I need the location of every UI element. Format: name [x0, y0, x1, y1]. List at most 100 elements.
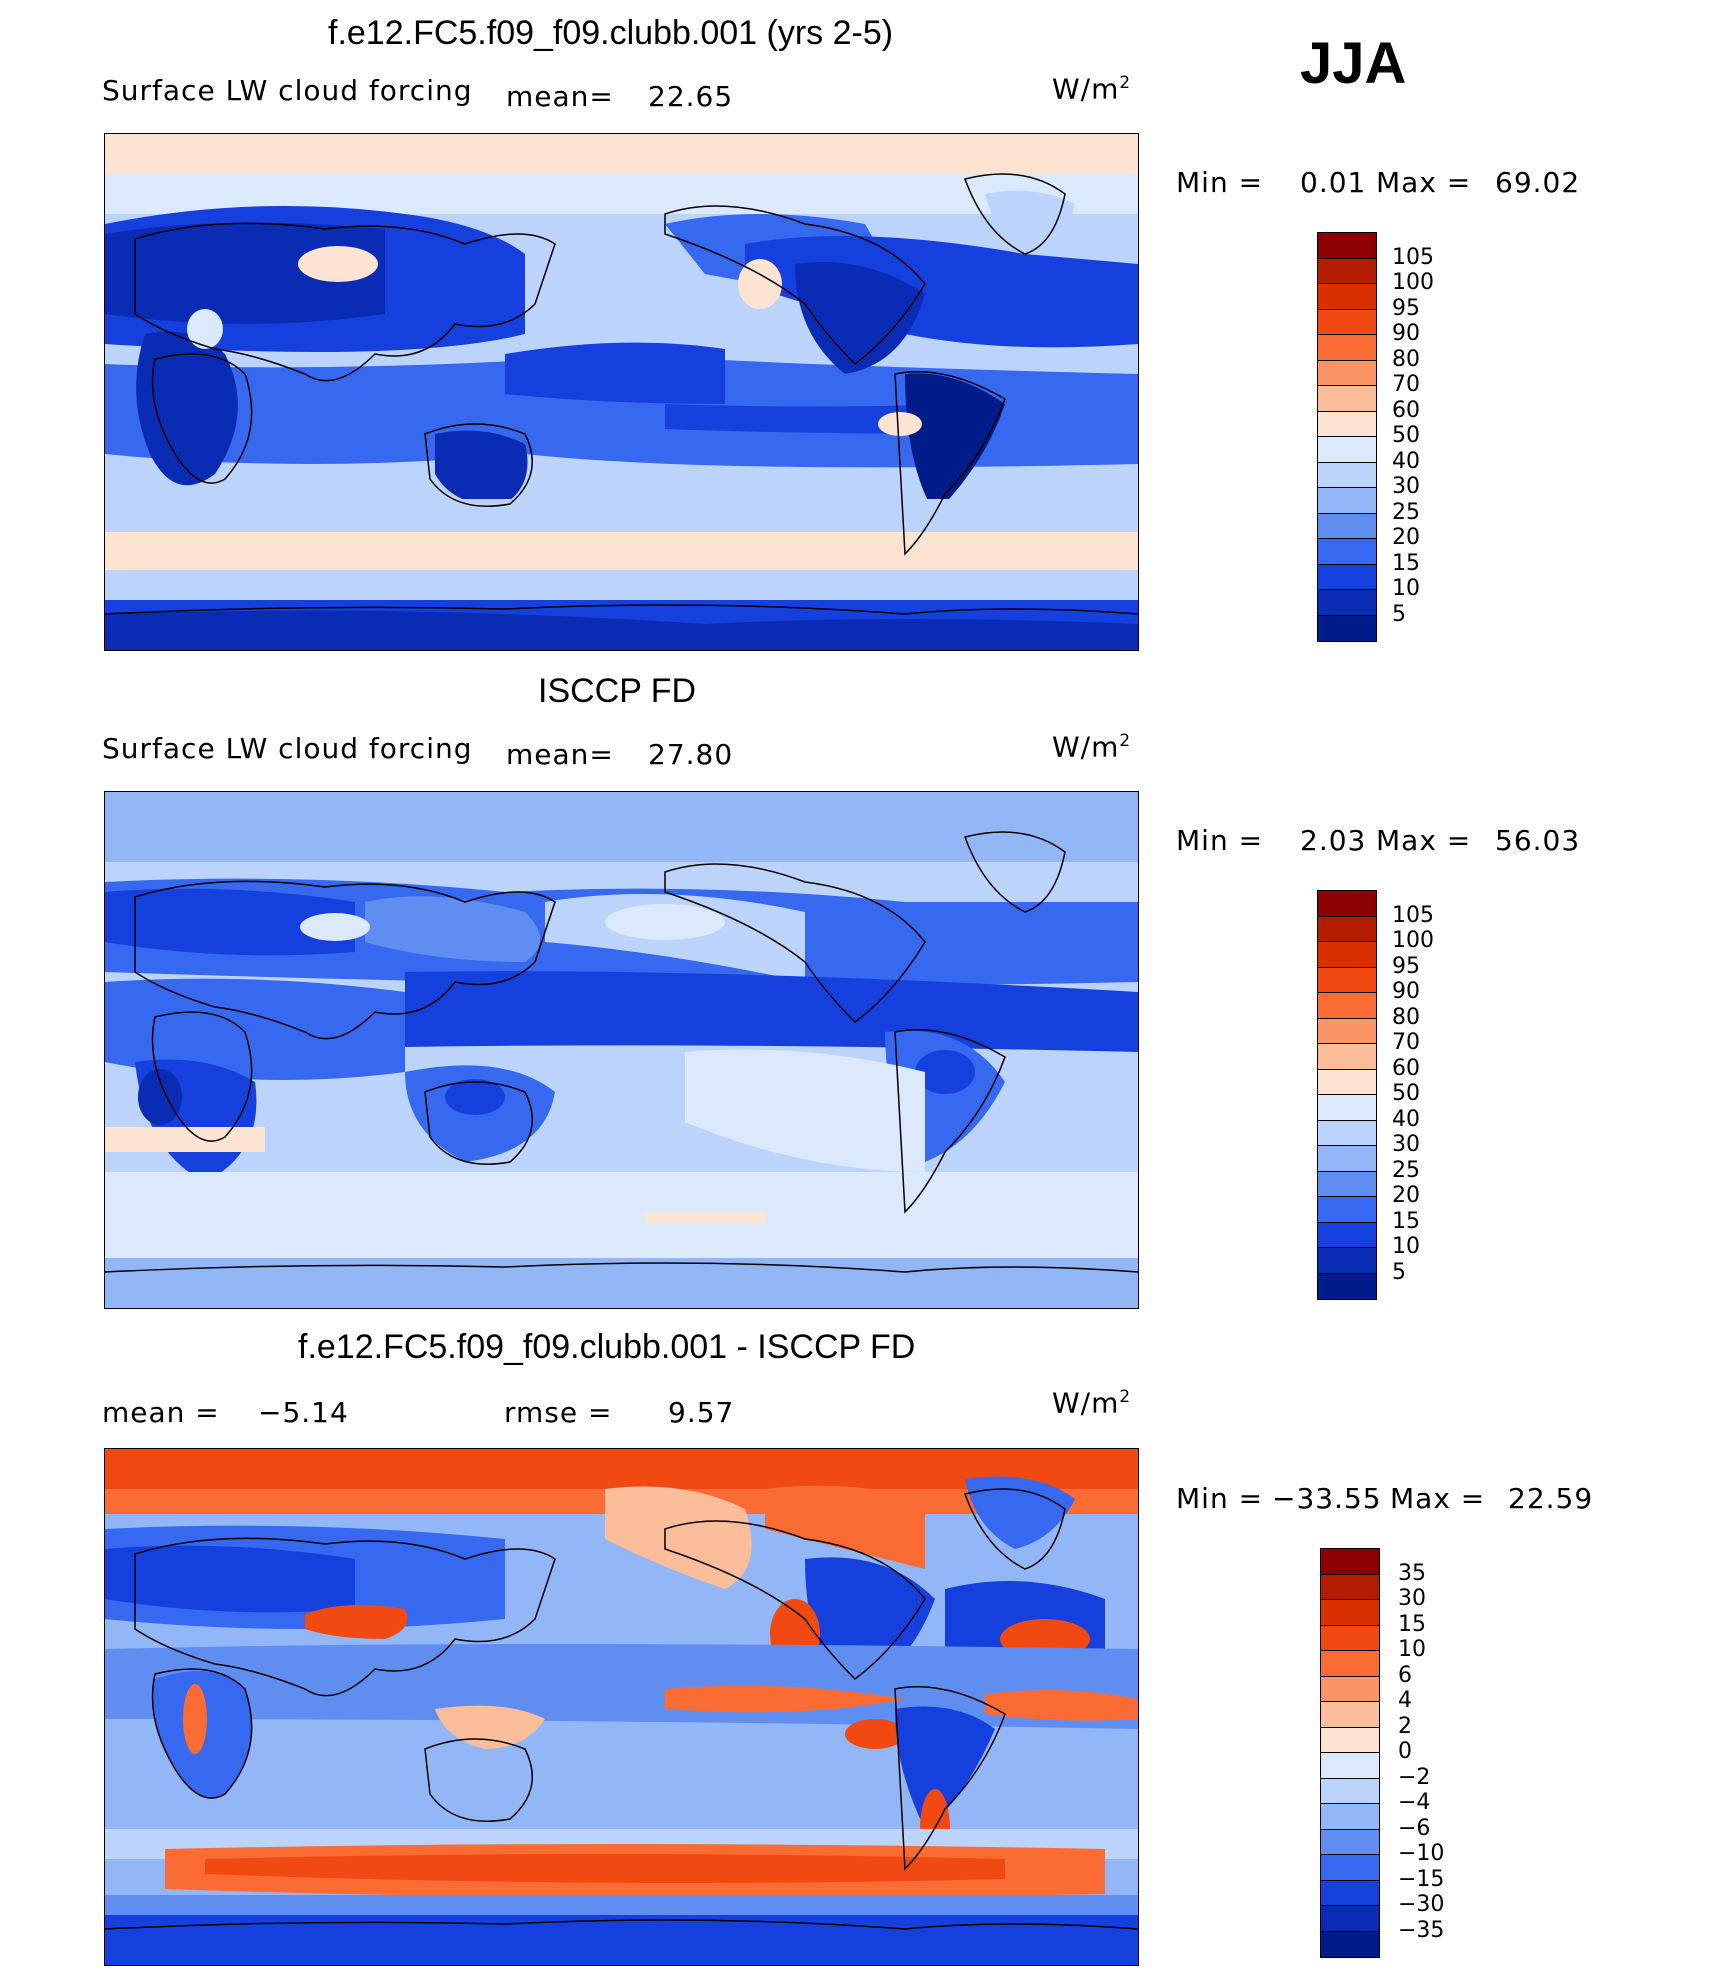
- colorbar-swatch: [1321, 1829, 1379, 1855]
- panel3-min-value: −33.55: [1272, 1482, 1382, 1515]
- colorbar-swatch: [1318, 1222, 1376, 1248]
- panel3-max-value: 22.59: [1508, 1482, 1594, 1515]
- colorbar-swatch: [1318, 360, 1376, 386]
- colorbar-swatch: [1318, 513, 1376, 539]
- colorbar-swatch: [1318, 1197, 1376, 1223]
- panel1-mean-value: 22.65: [648, 80, 734, 113]
- panel3-title: f.e12.FC5.f09_f09.clubb.001 - ISCCP FD: [298, 1328, 916, 1366]
- colorbar-swatch: [1318, 942, 1376, 968]
- colorbar-tick-label: 105: [1392, 902, 1434, 928]
- panel3-units: W/m2: [1052, 1386, 1132, 1420]
- colorbar-swatch: [1321, 1753, 1379, 1779]
- colorbar-tick-label: 50: [1392, 1081, 1420, 1106]
- panel1-map: [104, 133, 1139, 651]
- colorbar-swatch: [1318, 488, 1376, 514]
- colorbar-swatch: [1318, 462, 1376, 488]
- colorbar-swatch: [1321, 1727, 1379, 1753]
- panel2-mean-label: mean=: [506, 738, 614, 771]
- colorbar-tick-label: 30: [1392, 474, 1420, 499]
- colorbar-tick-label: −10: [1398, 1841, 1445, 1866]
- colorbar-tick-label: 15: [1392, 1208, 1420, 1234]
- colorbar-swatch: [1318, 1044, 1376, 1070]
- colorbar-tick-label: 25: [1392, 499, 1420, 525]
- colorbar-swatch: [1318, 335, 1376, 361]
- colorbar-tick-label: 10: [1392, 576, 1420, 601]
- panel1-title: f.e12.FC5.f09_f09.clubb.001 (yrs 2-5): [328, 14, 894, 52]
- colorbar-swatch: [1321, 1600, 1379, 1626]
- colorbar-tick-label: −2: [1398, 1764, 1431, 1790]
- colorbar-tick-label: 0: [1398, 1739, 1412, 1764]
- colorbar-swatch: [1321, 1931, 1379, 1957]
- panel1-max-value: 69.02: [1495, 166, 1581, 199]
- colorbar-tick-label: 35: [1398, 1560, 1426, 1586]
- colorbar-tick-label: 40: [1392, 1106, 1420, 1132]
- colorbar-tick-label: 20: [1392, 1183, 1420, 1208]
- panel3-colorbar: [1320, 1548, 1380, 1958]
- colorbar-swatch: [1321, 1855, 1379, 1881]
- panel3-mean-label: mean =: [102, 1396, 220, 1429]
- colorbar-tick-label: 70: [1392, 372, 1420, 397]
- colorbar-tick-label: −35: [1398, 1917, 1445, 1943]
- colorbar-swatch: [1318, 258, 1376, 284]
- colorbar-tick-label: 60: [1392, 1055, 1420, 1081]
- colorbar-swatch: [1321, 1804, 1379, 1830]
- panel2-field: [105, 792, 1138, 1308]
- colorbar-tick-label: −30: [1398, 1892, 1445, 1917]
- colorbar-tick-label: 5: [1392, 1259, 1406, 1285]
- colorbar-tick-label: 20: [1392, 525, 1420, 550]
- panel2-variable-label: Surface LW cloud forcing: [102, 732, 473, 765]
- panel2-min-value: 2.03: [1300, 824, 1367, 857]
- colorbar-swatch: [1321, 1625, 1379, 1651]
- colorbar-swatch: [1318, 411, 1376, 437]
- colorbar-tick-label: 25: [1392, 1157, 1420, 1183]
- colorbar-swatch: [1321, 1651, 1379, 1677]
- colorbar-tick-label: 70: [1392, 1030, 1420, 1055]
- colorbar-tick-label: −15: [1398, 1866, 1445, 1892]
- colorbar-tick-label: 100: [1392, 270, 1434, 295]
- panel1-units: W/m2: [1052, 72, 1132, 106]
- panel2-map: [104, 791, 1139, 1309]
- colorbar-swatch: [1318, 1248, 1376, 1274]
- colorbar-swatch: [1321, 1574, 1379, 1600]
- panel3-max-label: Max =: [1390, 1482, 1486, 1515]
- panel1-min-value: 0.01: [1300, 166, 1367, 199]
- colorbar-tick-label: 80: [1392, 1004, 1420, 1030]
- colorbar-tick-label: 105: [1392, 244, 1434, 270]
- colorbar-swatch: [1318, 386, 1376, 412]
- colorbar-tick-label: 100: [1392, 928, 1434, 953]
- colorbar-tick-label: 60: [1392, 397, 1420, 423]
- colorbar-swatch: [1318, 1069, 1376, 1095]
- colorbar-swatch: [1321, 1702, 1379, 1728]
- colorbar-tick-label: 6: [1398, 1662, 1412, 1688]
- colorbar-tick-label: 30: [1392, 1132, 1420, 1157]
- panel2-colorbar: [1317, 890, 1377, 1300]
- colorbar-swatch: [1321, 1880, 1379, 1906]
- panel2-min-label: Min =: [1176, 824, 1264, 857]
- colorbar-swatch: [1318, 916, 1376, 942]
- colorbar-tick-label: 2: [1398, 1713, 1412, 1739]
- colorbar-tick-label: 5: [1392, 601, 1406, 627]
- colorbar-swatch: [1318, 1273, 1376, 1299]
- colorbar-tick-label: 95: [1392, 953, 1420, 979]
- panel2-units: W/m2: [1052, 730, 1132, 764]
- colorbar-swatch: [1321, 1549, 1379, 1575]
- colorbar-tick-label: 15: [1398, 1611, 1426, 1637]
- colorbar-tick-label: −6: [1398, 1815, 1431, 1841]
- colorbar-swatch: [1321, 1906, 1379, 1932]
- colorbar-tick-label: 10: [1392, 1234, 1420, 1259]
- colorbar-swatch: [1318, 539, 1376, 565]
- panel3-rmse-value: 9.57: [668, 1396, 735, 1429]
- colorbar-swatch: [1321, 1778, 1379, 1804]
- panel1-min-label: Min =: [1176, 166, 1264, 199]
- panel1-max-label: Max =: [1376, 166, 1472, 199]
- panel1-colorbar: [1317, 232, 1377, 642]
- colorbar-tick-label: 95: [1392, 295, 1420, 321]
- panel2-max-label: Max =: [1376, 824, 1472, 857]
- colorbar-tick-label: 50: [1392, 423, 1420, 448]
- colorbar-swatch: [1318, 1018, 1376, 1044]
- colorbar-swatch: [1318, 1146, 1376, 1172]
- colorbar-tick-label: 10: [1398, 1637, 1426, 1662]
- colorbar-swatch: [1318, 590, 1376, 616]
- panel3-rmse-label: rmse =: [504, 1396, 613, 1429]
- colorbar-tick-label: 15: [1392, 550, 1420, 576]
